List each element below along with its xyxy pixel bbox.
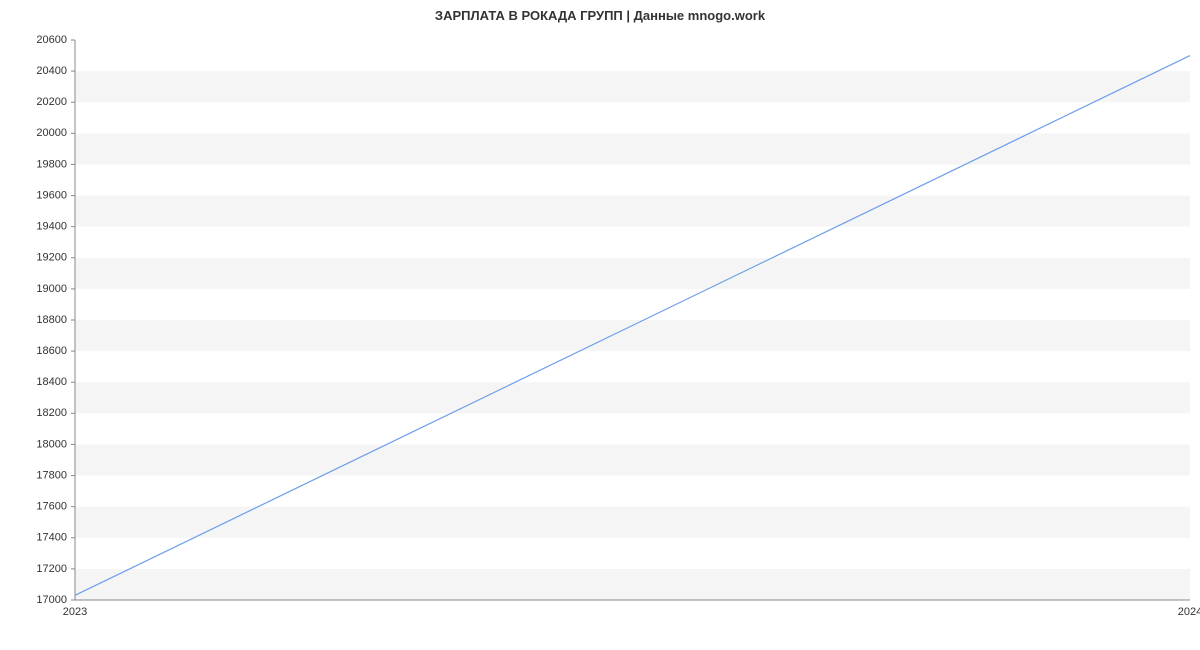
grid-band <box>75 71 1190 102</box>
grid-band <box>75 289 1190 320</box>
y-tick-label: 19800 <box>36 158 67 170</box>
y-tick-label: 18200 <box>36 407 67 419</box>
grid-band <box>75 40 1190 71</box>
y-tick-label: 18400 <box>36 376 67 388</box>
y-tick-label: 18000 <box>36 438 67 450</box>
grid-band <box>75 569 1190 600</box>
grid-band <box>75 444 1190 475</box>
grid-band <box>75 413 1190 444</box>
y-tick-label: 19200 <box>36 252 67 264</box>
grid-band <box>75 538 1190 569</box>
grid-band <box>75 476 1190 507</box>
y-tick-label: 20400 <box>36 65 67 77</box>
x-tick-label: 2024 <box>1178 606 1200 618</box>
y-tick-label: 17000 <box>36 594 67 606</box>
grid-band <box>75 133 1190 164</box>
x-tick-label: 2023 <box>63 606 87 618</box>
y-tick-label: 19600 <box>36 189 67 201</box>
y-tick-label: 17600 <box>36 501 67 513</box>
grid-band <box>75 164 1190 195</box>
y-tick-label: 19400 <box>36 221 67 233</box>
y-tick-label: 20000 <box>36 127 67 139</box>
y-tick-label: 18800 <box>36 314 67 326</box>
line-chart: ЗАРПЛАТА В РОКАДА ГРУПП | Данные mnogo.w… <box>0 0 1200 650</box>
grid-band <box>75 507 1190 538</box>
y-tick-label: 17800 <box>36 469 67 481</box>
grid-band <box>75 382 1190 413</box>
y-tick-label: 20200 <box>36 96 67 108</box>
grid-band <box>75 320 1190 351</box>
grid-band <box>75 196 1190 227</box>
y-tick-label: 19000 <box>36 283 67 295</box>
y-tick-label: 18600 <box>36 345 67 357</box>
grid-band <box>75 258 1190 289</box>
grid-band <box>75 102 1190 133</box>
chart-svg: 17000 17200 17400 17600 17800 18000 18200 18400… <box>0 0 1200 650</box>
y-tick-label: 20600 <box>36 34 67 46</box>
y-tick-label: 17200 <box>36 563 67 575</box>
grid-band <box>75 227 1190 258</box>
y-tick-label: 17400 <box>36 532 67 544</box>
grid-band <box>75 351 1190 382</box>
